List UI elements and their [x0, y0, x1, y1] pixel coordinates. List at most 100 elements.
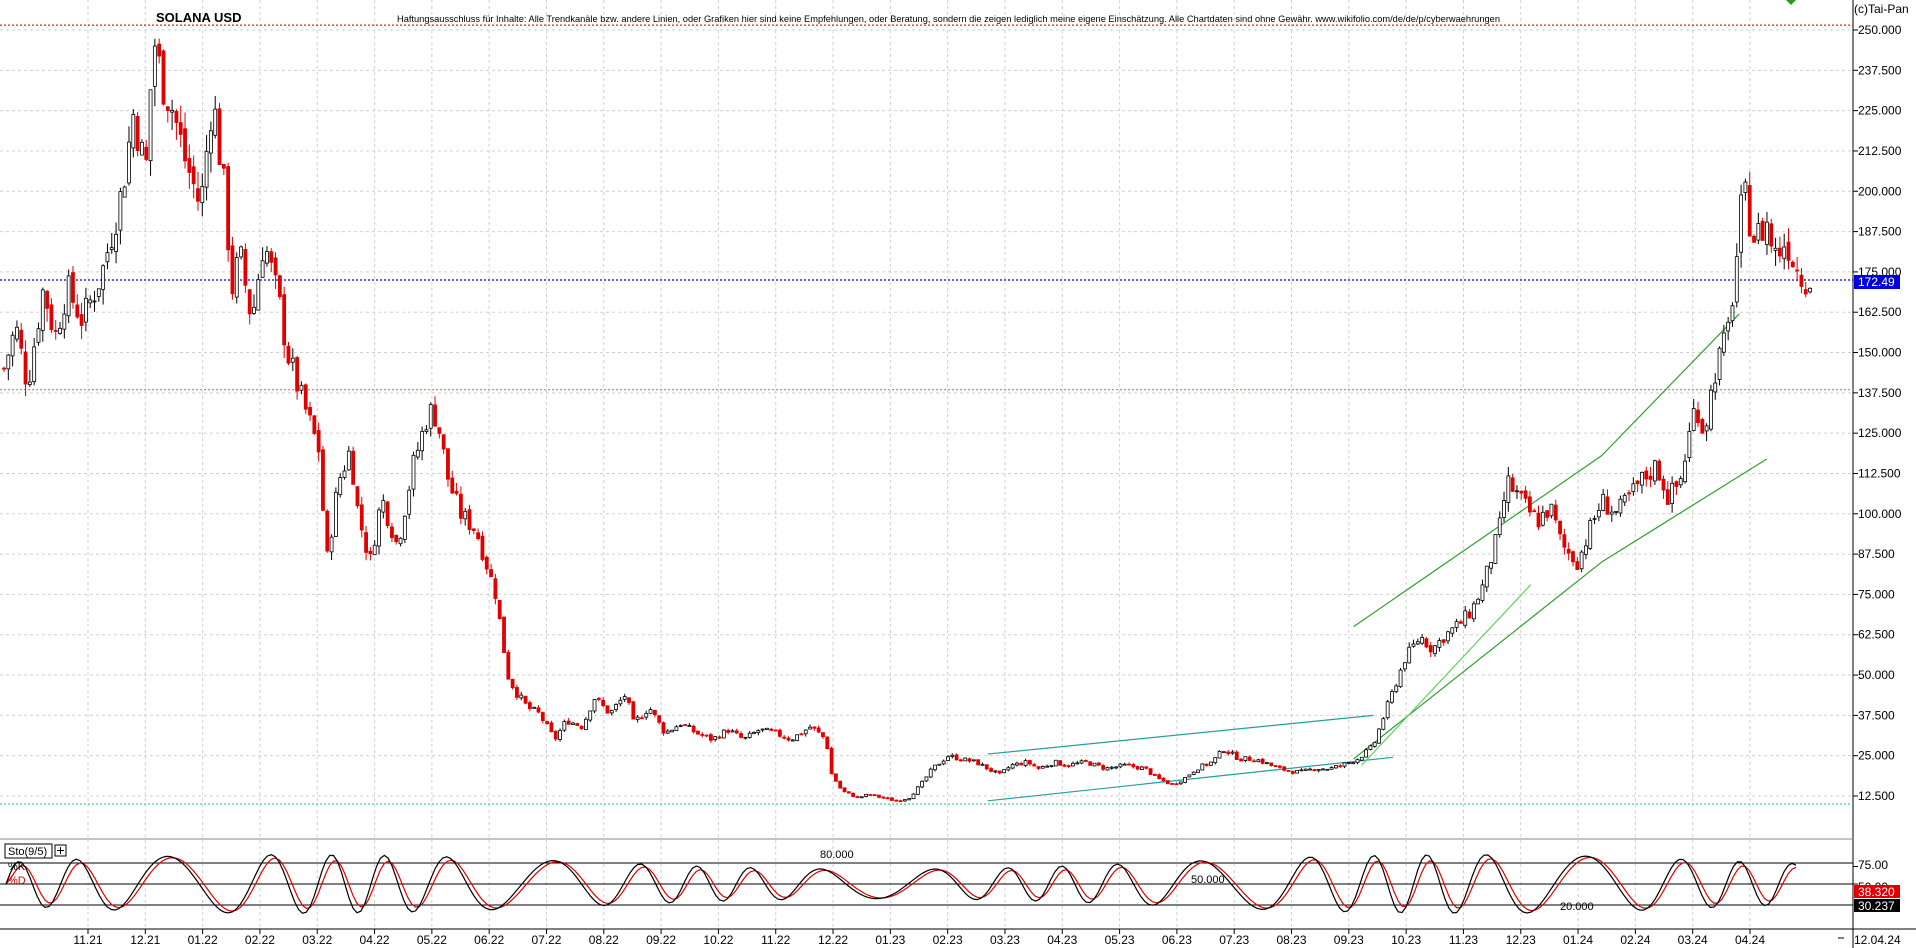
candle-body	[1471, 603, 1476, 620]
candle-body	[1260, 758, 1265, 764]
x-tick-label: 05.22	[417, 933, 447, 947]
candle-body	[605, 705, 610, 714]
candle-body	[1760, 220, 1765, 241]
candle-body	[1273, 765, 1278, 767]
candle-body	[571, 722, 575, 725]
candle-body	[1756, 223, 1761, 241]
candle-body	[855, 796, 860, 799]
candle-body	[717, 736, 722, 739]
x-axis-end-label: 12.04.24	[1854, 933, 1901, 947]
candle-body	[1062, 764, 1067, 767]
candle-body	[812, 726, 817, 729]
candle-body	[1717, 347, 1722, 380]
candle-body	[226, 166, 231, 251]
candle-body	[1566, 548, 1571, 554]
candle-body	[1290, 771, 1295, 774]
candle-body	[230, 245, 235, 295]
candle-body	[1640, 472, 1644, 486]
candle-body	[652, 709, 657, 716]
candle-body	[135, 115, 140, 152]
candle-body	[963, 757, 968, 762]
candle-body	[523, 695, 528, 704]
candle-body	[144, 146, 149, 160]
candle-body	[1256, 759, 1261, 763]
candle-body	[967, 758, 972, 762]
candle-body	[553, 731, 558, 740]
candle-body	[1174, 783, 1179, 786]
candle-body	[540, 712, 545, 721]
candle-body	[1127, 763, 1131, 766]
candle-body	[1342, 762, 1347, 767]
candle-body	[898, 800, 903, 803]
candle-body	[1381, 718, 1386, 730]
candle-body	[1730, 305, 1735, 322]
candle-body	[1170, 783, 1175, 785]
candle-body	[1484, 565, 1489, 588]
candle-body	[282, 294, 287, 346]
candle-body	[902, 799, 907, 802]
candle-body	[566, 720, 571, 725]
candle-body	[1277, 765, 1282, 768]
candle-body	[1734, 256, 1739, 303]
x-tick-label: 03.23	[990, 933, 1020, 947]
x-tick-label: 09.23	[1334, 933, 1364, 947]
candle-body	[691, 725, 696, 733]
candle-body	[1502, 500, 1506, 518]
candle-body	[196, 188, 200, 202]
candle-body	[1002, 769, 1006, 774]
candle-body	[661, 722, 666, 734]
candle-body	[734, 730, 739, 734]
y-tick-label: 112.500	[1858, 466, 1901, 480]
candle-body	[1523, 490, 1528, 499]
candle-body	[32, 346, 37, 382]
candle-body	[959, 759, 963, 762]
candle-body	[795, 734, 800, 742]
candle-body	[1178, 781, 1183, 785]
candle-body	[575, 723, 580, 726]
candle-body	[1437, 640, 1442, 648]
candle-body	[62, 313, 67, 330]
candle-body	[1540, 511, 1545, 526]
candle-body	[877, 794, 881, 798]
candle-body	[71, 272, 75, 303]
candle-body	[933, 764, 937, 771]
candle-body	[984, 764, 989, 770]
candle-body	[1006, 767, 1011, 771]
candle-body	[1519, 490, 1524, 494]
candle-body	[1359, 756, 1364, 761]
candle-body	[58, 327, 62, 334]
candle-body	[519, 694, 524, 699]
candle-body	[1415, 641, 1420, 645]
candle-body	[1441, 639, 1446, 643]
candle-body	[36, 328, 41, 343]
candle-body	[493, 578, 498, 599]
candle-body	[777, 729, 782, 737]
candle-body	[221, 164, 226, 169]
horizontal-levels	[0, 24, 1853, 805]
candle-body	[148, 89, 153, 162]
candle-body	[536, 707, 541, 713]
candle-body	[170, 110, 175, 113]
candle-body	[648, 709, 653, 714]
candle-body	[971, 759, 976, 762]
candle-body	[1420, 637, 1425, 644]
candle-body	[1079, 760, 1084, 764]
candle-body	[657, 715, 662, 723]
x-tick-label: 08.22	[589, 933, 619, 947]
x-tick-label: 02.24	[1620, 933, 1650, 947]
candle-body	[640, 717, 644, 720]
x-tick-label: 07.23	[1219, 933, 1249, 947]
candle-body	[385, 501, 390, 526]
candle-body	[1704, 425, 1709, 432]
candle-body	[122, 186, 127, 198]
candle-body	[1769, 223, 1774, 247]
y-tick-label: 100.000	[1858, 507, 1902, 521]
last-price-box	[1854, 275, 1900, 289]
candle-body	[1299, 769, 1304, 772]
candle-body	[609, 710, 614, 714]
x-tick-label: 11.21	[73, 933, 102, 947]
candle-body	[846, 791, 851, 794]
candle-body	[355, 486, 360, 507]
candle-body	[674, 726, 679, 732]
